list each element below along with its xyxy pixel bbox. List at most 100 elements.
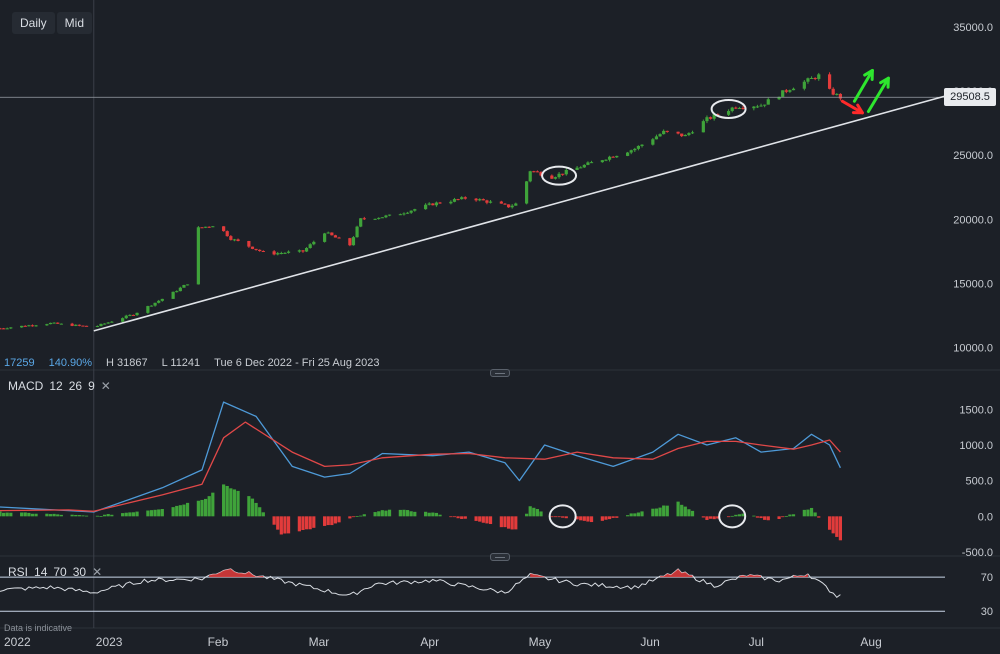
candle-up [128, 314, 132, 316]
macd-histogram-bar [178, 505, 182, 517]
candle-down [272, 251, 276, 255]
macd-histogram-bar [802, 509, 806, 517]
macd-histogram-bar [488, 516, 493, 525]
candle-up [323, 233, 327, 242]
macd-histogram-bar [662, 505, 666, 517]
macd-histogram-bar [225, 485, 229, 517]
rsi-close-icon[interactable]: ✕ [92, 565, 103, 579]
candle-up [135, 312, 139, 316]
candle-up [297, 250, 301, 252]
macd-histogram-bar [9, 512, 13, 517]
candle-up [835, 93, 839, 95]
pane-resize-handle-macd[interactable] [490, 553, 510, 561]
x-tick-label: Feb [208, 635, 229, 649]
candle-up [182, 284, 186, 288]
candle-up [312, 241, 316, 245]
macd-histogram-bar [561, 516, 565, 518]
macd-histogram-bar [708, 516, 713, 519]
candle-down [200, 227, 204, 229]
macd-histogram-bar [809, 507, 814, 517]
macd-histogram-bar [741, 513, 745, 517]
macd-histogram-bar [95, 515, 99, 517]
candle-down [348, 238, 352, 246]
x-tick-label: Aug [860, 635, 881, 649]
macd-histogram-bar [20, 512, 24, 517]
price-panel[interactable] [0, 68, 946, 332]
macd-histogram-bar [146, 510, 150, 517]
macd-histogram-bar [636, 512, 641, 517]
macd-histogram-bar [434, 512, 439, 517]
pane-resize-handle-price[interactable] [490, 369, 510, 377]
candle-up [286, 251, 291, 253]
candle-down [506, 204, 511, 208]
macd-histogram-bar [304, 516, 309, 530]
candle-up [452, 199, 457, 202]
macd-histogram-bar [276, 516, 280, 530]
macd-histogram-bar [175, 505, 179, 517]
macd-line [0, 401, 841, 513]
candle-down [456, 199, 460, 201]
rsi-overbought-fill [530, 573, 545, 578]
candle-down [481, 199, 485, 201]
candle-up [48, 322, 53, 325]
annotation-ellipse [548, 504, 577, 529]
macd-histogram-bar [398, 509, 402, 517]
macd-histogram-bar [48, 514, 53, 517]
candle-up [636, 145, 641, 149]
candle-down [708, 117, 713, 119]
candle-up [283, 252, 287, 254]
annotation-arrow-up-head [863, 68, 874, 81]
candle-up [705, 117, 709, 122]
candle-up [380, 217, 384, 219]
candle-up [690, 132, 695, 134]
macd-slow: 26 [68, 379, 83, 393]
macd-histogram-bar [405, 510, 410, 517]
price-type-button[interactable]: Mid [56, 12, 93, 34]
candle-down [665, 130, 669, 132]
info-bar: 17259 140.90% H 31867 L 11241 Tue 6 Dec … [4, 357, 379, 369]
rsi-panel[interactable] [0, 568, 945, 612]
macd-histogram-bar [413, 511, 417, 517]
macd-histogram-bar [279, 516, 283, 535]
candle-down [56, 322, 60, 324]
macd-histogram-bar [131, 512, 136, 517]
candle-up [586, 162, 590, 165]
macd-histogram-bar [481, 516, 485, 523]
macd-histogram-bar [817, 516, 821, 518]
candle-down [831, 88, 835, 95]
candle-up [95, 326, 99, 328]
candle-down [254, 248, 258, 250]
macd-histogram-bar [582, 516, 586, 521]
x-tick-label: Apr [420, 635, 439, 649]
macd-histogram-bar [254, 502, 258, 517]
candle-up [629, 150, 633, 153]
candle-up [326, 232, 330, 234]
candle-down [81, 325, 85, 327]
candle-down [0, 328, 2, 330]
candle-up [384, 215, 388, 218]
macd-histogram-bar [203, 498, 208, 517]
macd-histogram-bar [784, 516, 788, 517]
annotation-arrow-down [840, 99, 864, 115]
macd-histogram-bar [135, 511, 139, 517]
macd-histogram-bar [56, 514, 60, 517]
rsi-upper: 70 [53, 565, 67, 579]
candle-down [225, 231, 229, 237]
candle-down [561, 173, 565, 175]
candle-down [261, 251, 265, 253]
candle-down [813, 78, 817, 80]
macd-histogram-bar [615, 516, 619, 518]
candle-up [701, 121, 705, 133]
macd-histogram-bar [781, 516, 785, 518]
candle-down [734, 107, 738, 109]
macd-histogram-bar [207, 496, 211, 517]
macd-histogram-bar [557, 516, 561, 518]
macd-histogram-bar [330, 516, 334, 526]
macd-panel[interactable] [0, 401, 843, 541]
macd-close-icon[interactable]: ✕ [100, 379, 111, 393]
candle-up [387, 214, 392, 216]
support-trendline [93, 95, 946, 332]
interval-button[interactable]: Daily [12, 12, 55, 34]
macd-histogram-bar [726, 516, 731, 518]
